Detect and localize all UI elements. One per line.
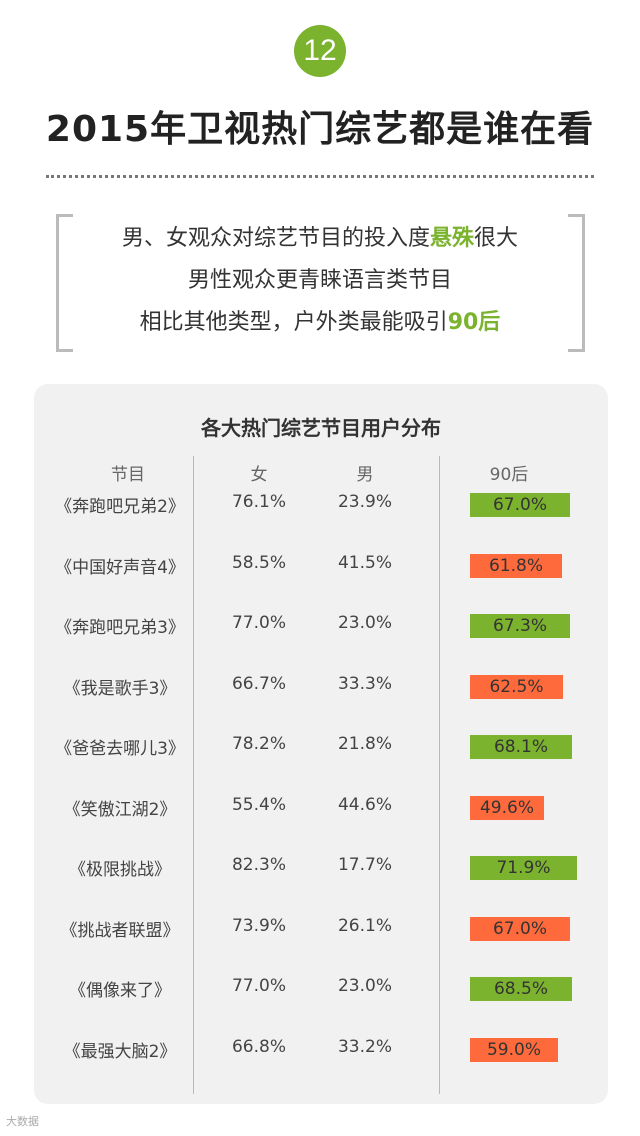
post90-value-label: 49.6% <box>479 797 534 818</box>
section-number-badge: 12 <box>294 25 346 77</box>
column-header-post90: 90后 <box>489 465 529 485</box>
watermark-footer: 大数据 <box>6 1115 39 1128</box>
female-share: 58.5% <box>231 552 286 573</box>
summary-highlight-1: 悬殊 <box>429 226 474 251</box>
male-share: 44.6% <box>337 794 392 815</box>
program-name: 《最强大脑2》 <box>63 1041 177 1062</box>
female-share: 82.3% <box>231 855 286 875</box>
page-title: 2015年卫视热门综艺都是谁在看 <box>45 109 595 150</box>
table-title: 各大热门综艺节目用户分布 <box>201 416 441 440</box>
dotted-divider <box>46 175 594 178</box>
male-share: 33.2% <box>337 1036 392 1057</box>
female-share: 66.8% <box>231 1036 286 1057</box>
program-name: 《奔跑吧兄弟3》 <box>55 618 185 638</box>
right-bracket <box>568 214 585 352</box>
column-header-male: 男 <box>356 465 374 485</box>
female-share: 78.2% <box>231 734 286 754</box>
program-name: 《挑战者联盟》 <box>60 920 180 941</box>
program-name: 《我是歌手3》 <box>63 678 177 699</box>
post90-bar <box>470 977 572 1001</box>
male-share: 23.9% <box>337 492 392 512</box>
male-share: 26.1% <box>337 915 392 936</box>
program-name: 《中国好声音4》 <box>55 557 185 578</box>
post90-bar <box>470 493 570 517</box>
summary-block: 男、女观众对综艺节目的投入度悬殊很大 男性观众更青睐语言类节目 相比其他类型，户… <box>70 218 570 344</box>
post90-bar <box>470 553 562 578</box>
user-distribution-table: 各大热门综艺节目用户分布 节目 女 男 90后 《奔跑吧兄弟2》 76.1% 23.… <box>34 384 608 1104</box>
female-share: 77.0% <box>231 613 286 633</box>
male-share: 41.5% <box>337 552 392 573</box>
post90-bar <box>470 735 572 759</box>
program-name: 《极限挑战》 <box>69 860 171 880</box>
post90-bar <box>470 856 577 880</box>
male-share: 21.8% <box>337 734 392 754</box>
post90-bar <box>470 674 563 699</box>
male-share: 17.7% <box>337 855 392 875</box>
column-divider-1 <box>193 456 194 1094</box>
program-name: 《奔跑吧兄弟2》 <box>55 497 185 517</box>
post90-value-label: 68.5% <box>493 979 548 999</box>
column-header-program: 节目 <box>111 465 145 485</box>
post90-bar <box>470 916 570 941</box>
female-share: 55.4% <box>231 794 286 815</box>
male-share: 23.0% <box>337 613 392 633</box>
male-share: 23.0% <box>337 976 392 996</box>
left-bracket <box>56 214 73 352</box>
post90-value-label: 68.1% <box>493 737 548 757</box>
summary-line-1: 男、女观众对综艺节目的投入度悬殊很大 <box>70 218 570 260</box>
summary-line-2: 男性观众更青睐语言类节目 <box>187 268 452 293</box>
program-name: 《笑傲江湖2》 <box>63 799 177 820</box>
post90-value-label: 71.9% <box>496 858 551 878</box>
post90-bar <box>470 795 544 820</box>
column-divider-2 <box>439 456 440 1094</box>
column-header-female: 女 <box>250 465 268 485</box>
post90-value-label: 62.5% <box>489 676 544 697</box>
post90-value-label: 67.0% <box>492 495 547 515</box>
post90-value-label: 67.3% <box>492 616 547 636</box>
summary-line-1-text: 男、女观众对综艺节目的投入度 <box>121 226 430 251</box>
post90-value-label: 67.0% <box>492 918 547 939</box>
post90-bar <box>470 1037 558 1062</box>
female-share: 77.0% <box>231 976 286 996</box>
female-share: 73.9% <box>231 915 286 936</box>
female-share: 66.7% <box>231 673 286 694</box>
program-name: 《偶像来了》 <box>69 981 171 1001</box>
summary-line-1-tail: 很大 <box>474 226 519 251</box>
summary-line-3: 相比其他类型，户外类最能吸引90后 <box>70 302 570 344</box>
summary-highlight-3: 90后 <box>447 310 501 335</box>
post90-bar <box>470 614 570 638</box>
program-name: 《爸爸去哪儿3》 <box>55 739 185 759</box>
female-share: 76.1% <box>231 492 286 512</box>
post90-value-label: 61.8% <box>488 555 543 576</box>
post90-value-label: 59.0% <box>486 1039 541 1060</box>
male-share: 33.3% <box>337 673 392 694</box>
summary-line-3-text: 相比其他类型，户外类最能吸引 <box>139 310 448 335</box>
